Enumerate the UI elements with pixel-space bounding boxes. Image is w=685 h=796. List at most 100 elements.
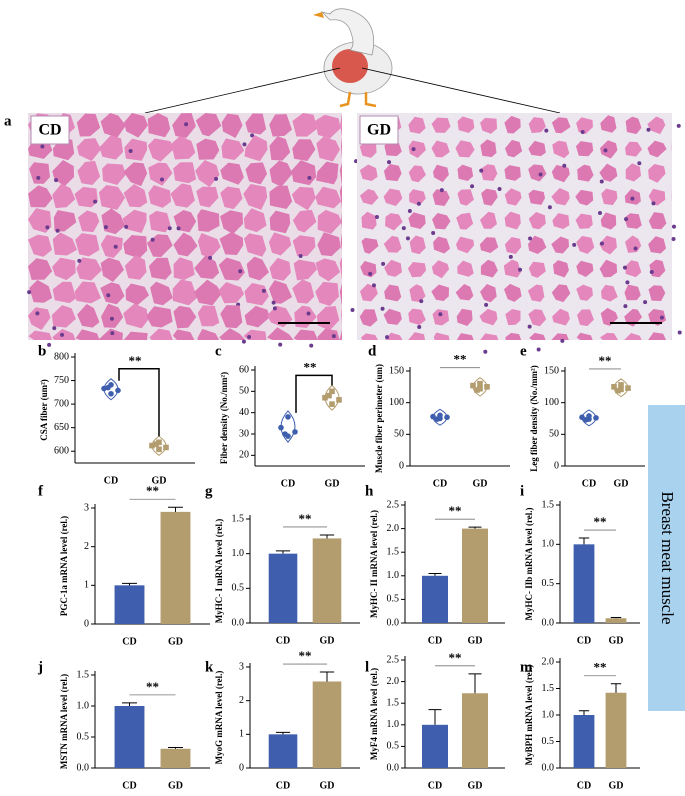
muscle-fiber [551, 117, 571, 134]
y-axis-label: Fiber density (No./mm²) [219, 372, 229, 464]
muscle-fiber [504, 236, 522, 255]
muscle-fiber [269, 136, 291, 161]
muscle-fiber [479, 211, 497, 229]
point [282, 431, 288, 437]
muscle-fiber [269, 257, 291, 281]
muscle-fiber [528, 235, 547, 254]
panel-label: g [205, 483, 213, 499]
error-bar [122, 702, 137, 706]
muscle-fiber [432, 212, 451, 230]
muscle-fiber [383, 235, 402, 253]
muscle-fiber [551, 188, 570, 206]
y-tick-label: 1.5 [542, 499, 555, 510]
point [474, 387, 480, 393]
muscle-fiber [98, 328, 123, 340]
muscle-fiber [123, 162, 148, 187]
nucleus [560, 338, 565, 343]
muscle-fiber [123, 331, 148, 340]
muscle-fiber [433, 332, 450, 340]
muscle-fiber [340, 113, 342, 137]
image-label-box [359, 115, 399, 145]
muscle-fiber [52, 257, 76, 281]
muscle-fiber [268, 280, 293, 304]
nucleus [77, 258, 82, 263]
nucleus [159, 177, 164, 182]
muscle-fiber [149, 328, 173, 340]
muscle-fiber [360, 333, 378, 340]
muscle-fiber [100, 234, 123, 259]
muscle-fiber [575, 189, 594, 206]
muscle-fiber [599, 235, 617, 255]
nucleus [307, 175, 312, 180]
nucleus [214, 176, 219, 181]
nucleus [401, 226, 406, 231]
muscle-fiber [76, 113, 101, 137]
violin [103, 378, 119, 401]
nucleus [167, 226, 172, 231]
nucleus [407, 208, 412, 213]
y-tick-label: 0.5 [232, 583, 245, 594]
x-tick-label: CD [104, 475, 118, 486]
muscle-fiber [52, 183, 76, 209]
muscle-fiber [243, 233, 267, 257]
muscle-fiber [385, 332, 403, 340]
muscle-fiber [148, 257, 172, 280]
muscle-fiber [220, 162, 244, 185]
muscle-fiber [625, 163, 641, 182]
muscle-fiber [218, 281, 245, 304]
muscle-fiber [197, 305, 220, 327]
nucleus [528, 236, 533, 241]
muscle-fiber [196, 138, 220, 160]
muscle-fiber [220, 305, 243, 329]
nucleus [350, 307, 355, 312]
significance: ** [146, 679, 159, 694]
muscle-fiber [481, 188, 498, 206]
point [115, 387, 121, 394]
muscle-fiber [123, 183, 148, 208]
muscle-fiber [648, 285, 666, 302]
y-axis-label: MyBPH mRNA level (rel.) [524, 665, 534, 766]
muscle-fiber [408, 308, 426, 326]
panel-label: h [365, 483, 374, 499]
muscle-fiber [315, 186, 342, 209]
y-tick-label: 0.0 [387, 762, 400, 773]
muscle-fiber [480, 283, 497, 303]
y-axis-label: PGC-1a mRNA level (rel.) [59, 516, 69, 616]
y-axis-label: MyHC- I mRNA level (rel.) [214, 519, 224, 624]
muscle-fiber [576, 260, 594, 278]
muscle-fiber [150, 281, 173, 306]
x-tick-label: CD [276, 780, 290, 791]
muscle-fiber [195, 159, 220, 187]
nucleus [630, 196, 635, 201]
significance: ** [449, 650, 462, 665]
muscle-fiber [317, 209, 342, 234]
muscle-fiber [359, 141, 377, 158]
muscle-fiber [29, 279, 53, 303]
muscle-fiber [172, 279, 198, 306]
nucleus [624, 217, 629, 222]
bar [462, 528, 488, 623]
muscle-fiber [173, 162, 197, 184]
point [105, 384, 111, 391]
muscle-fiber [408, 332, 426, 340]
muscle-fiber [577, 309, 594, 327]
muscle-fiber [315, 281, 339, 306]
muscle-fiber [148, 162, 173, 186]
y-tick-label: 20 [239, 450, 249, 461]
muscle-fiber [505, 139, 523, 158]
nucleus [309, 343, 314, 348]
y-axis-label: MyoG mRNA level (rel.) [214, 671, 224, 765]
muscle-fiber [195, 113, 222, 137]
nucleus [405, 236, 410, 241]
nucleus [649, 270, 654, 275]
nucleus [538, 172, 543, 177]
panel-label: l [365, 659, 369, 675]
connector [144, 67, 341, 114]
y-tick-label: 1.0 [232, 548, 245, 559]
muscle-fiber [28, 185, 53, 208]
y-tick-label: 1.5 [542, 683, 555, 694]
panel-label: e [520, 343, 527, 359]
nucleus [238, 269, 243, 274]
nucleus [547, 205, 552, 210]
